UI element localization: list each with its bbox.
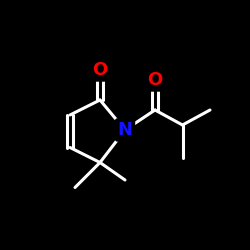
- Text: N: N: [118, 121, 132, 139]
- Text: O: O: [92, 61, 108, 79]
- Text: O: O: [148, 71, 162, 89]
